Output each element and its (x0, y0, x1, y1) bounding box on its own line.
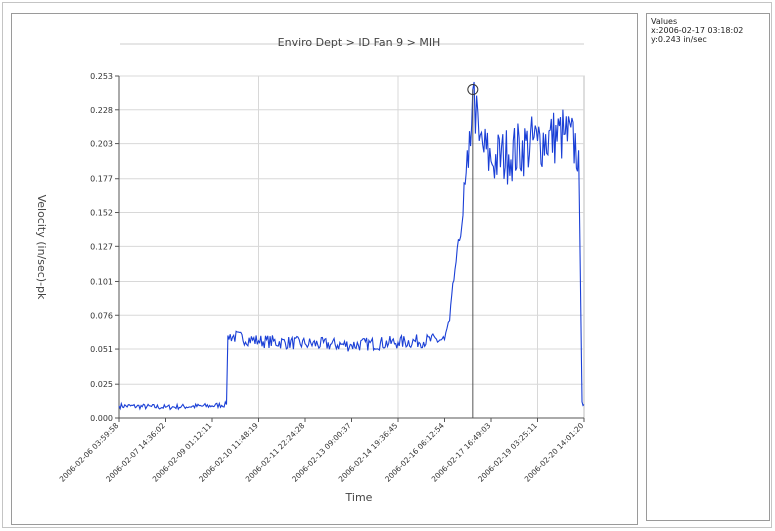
y-tick-label: 0.177 (90, 175, 113, 184)
y-tick-label: 0.203 (90, 140, 113, 149)
trend-chart[interactable]: Enviro Dept > ID Fan 9 > MIH Velocity (i… (12, 14, 639, 526)
selected-point-marker (467, 84, 479, 96)
x-value-readout: x:2006-02-17 03:18:02 (651, 26, 744, 35)
y-tick-label: 0.076 (90, 311, 113, 320)
chart-title: Enviro Dept > ID Fan 9 > MIH (278, 36, 441, 49)
y-tick-label: 0.025 (90, 380, 113, 389)
y-tick-label: 0.000 (90, 414, 113, 423)
y-value-readout: y:0.243 in/sec (651, 35, 707, 44)
series-line (118, 81, 585, 411)
plot-area-frame (118, 75, 585, 419)
y-tick-label: 0.152 (90, 209, 113, 218)
y-tick-label: 0.051 (90, 345, 113, 354)
values-panel: Values x:2006-02-17 03:18:02 y:0.243 in/… (646, 13, 770, 521)
y-tick-label: 0.127 (90, 242, 113, 251)
x-axis-label: Time (345, 491, 373, 504)
y-tick-label: 0.253 (90, 72, 113, 81)
y-axis-label: Velocity (in/sec)-pk (35, 195, 48, 300)
y-tick-label: 0.101 (90, 277, 113, 286)
chart-panel[interactable]: Enviro Dept > ID Fan 9 > MIH Velocity (i… (11, 13, 638, 525)
values-heading: Values (651, 17, 678, 26)
y-tick-label: 0.228 (90, 106, 113, 115)
